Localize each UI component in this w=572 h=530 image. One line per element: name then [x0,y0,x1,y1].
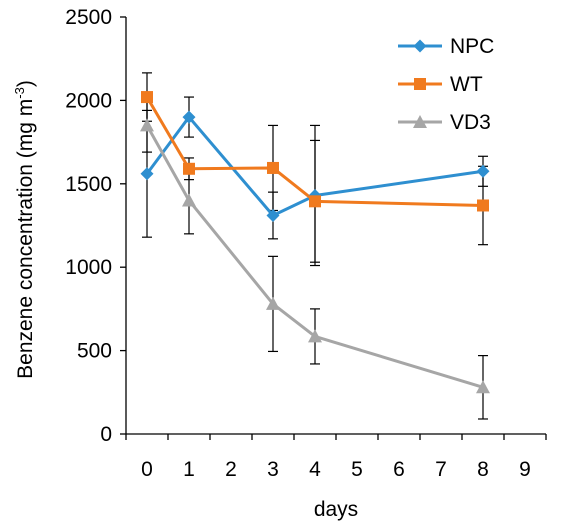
data-point-wt [477,199,489,212]
data-point-wt [267,161,279,174]
data-point-npc [266,208,280,222]
legend-label-wt: WT [450,73,483,96]
x-tick-label: 5 [351,458,363,481]
x-tick-label: 6 [393,458,405,481]
data-point-npc [182,110,196,124]
data-point-npc [140,167,154,181]
x-tick-label: 1 [183,458,195,481]
y-axis-title-superscript: -3 [12,87,27,99]
x-tick-label: 2 [225,458,237,481]
data-point-vd3 [140,118,154,132]
legend-label-vd3: VD3 [450,111,491,134]
y-tick-label: 2500 [65,6,112,29]
legend: NPC WT VD3 [398,35,494,134]
y-tick-label: 0 [100,423,112,446]
x-tick-label: 8 [477,458,489,481]
legend-label-npc: NPC [450,35,494,58]
data-point-wt [309,195,321,208]
y-axis-title-main: Benzene concentration (mg m [14,99,37,379]
y-tick-label: 1500 [65,173,112,196]
series-markers [140,91,490,394]
data-point-npc [476,164,490,178]
tick-labels: 0 500 1000 1500 2000 2500 0 1 2 3 4 5 6 7 8 9 [65,6,531,481]
y-axis-title: Benzene concentration (mg m-3) [12,80,37,379]
data-point-wt [141,91,153,104]
axes [120,16,547,440]
data-point-vd3 [266,296,280,310]
legend-item-vd3: VD3 [398,111,491,134]
y-axis-title-close: ) [14,80,37,87]
legend-item-npc: NPC [398,35,494,58]
data-point-wt [183,162,195,175]
x-axis-title: days [314,498,358,521]
x-tick-label: 4 [309,458,321,481]
legend-item-wt: WT [398,73,483,96]
data-point-vd3 [308,329,322,343]
legend-swatch-marker [414,78,426,90]
x-tick-label: 7 [435,458,447,481]
legend-swatch-marker [413,39,427,53]
x-tick-label: 3 [267,458,279,481]
legend-swatch-marker [413,115,427,128]
y-tick-label: 2000 [65,89,112,112]
x-tick-label: 9 [519,458,531,481]
y-tick-label: 500 [77,340,112,363]
data-point-vd3 [182,193,196,207]
x-tick-label: 0 [141,458,153,481]
y-tick-label: 1000 [65,256,112,279]
data-point-vd3 [476,380,490,394]
